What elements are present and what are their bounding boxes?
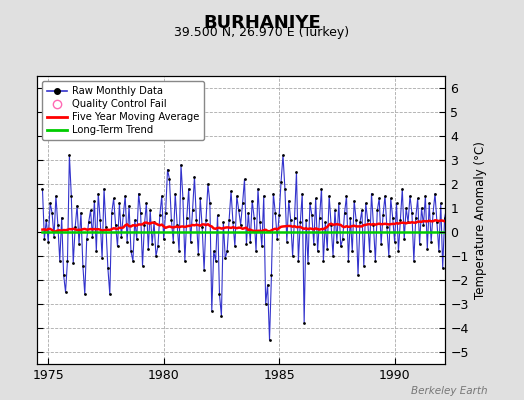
Text: 39.500 N, 26.970 E (Turkey): 39.500 N, 26.970 E (Turkey): [174, 26, 350, 39]
Legend: Raw Monthly Data, Quality Control Fail, Five Year Moving Average, Long-Term Tren: Raw Monthly Data, Quality Control Fail, …: [42, 81, 204, 140]
Text: Berkeley Earth: Berkeley Earth: [411, 386, 487, 396]
Text: BURHANIYE: BURHANIYE: [203, 14, 321, 32]
Y-axis label: Temperature Anomaly (°C): Temperature Anomaly (°C): [474, 141, 487, 299]
